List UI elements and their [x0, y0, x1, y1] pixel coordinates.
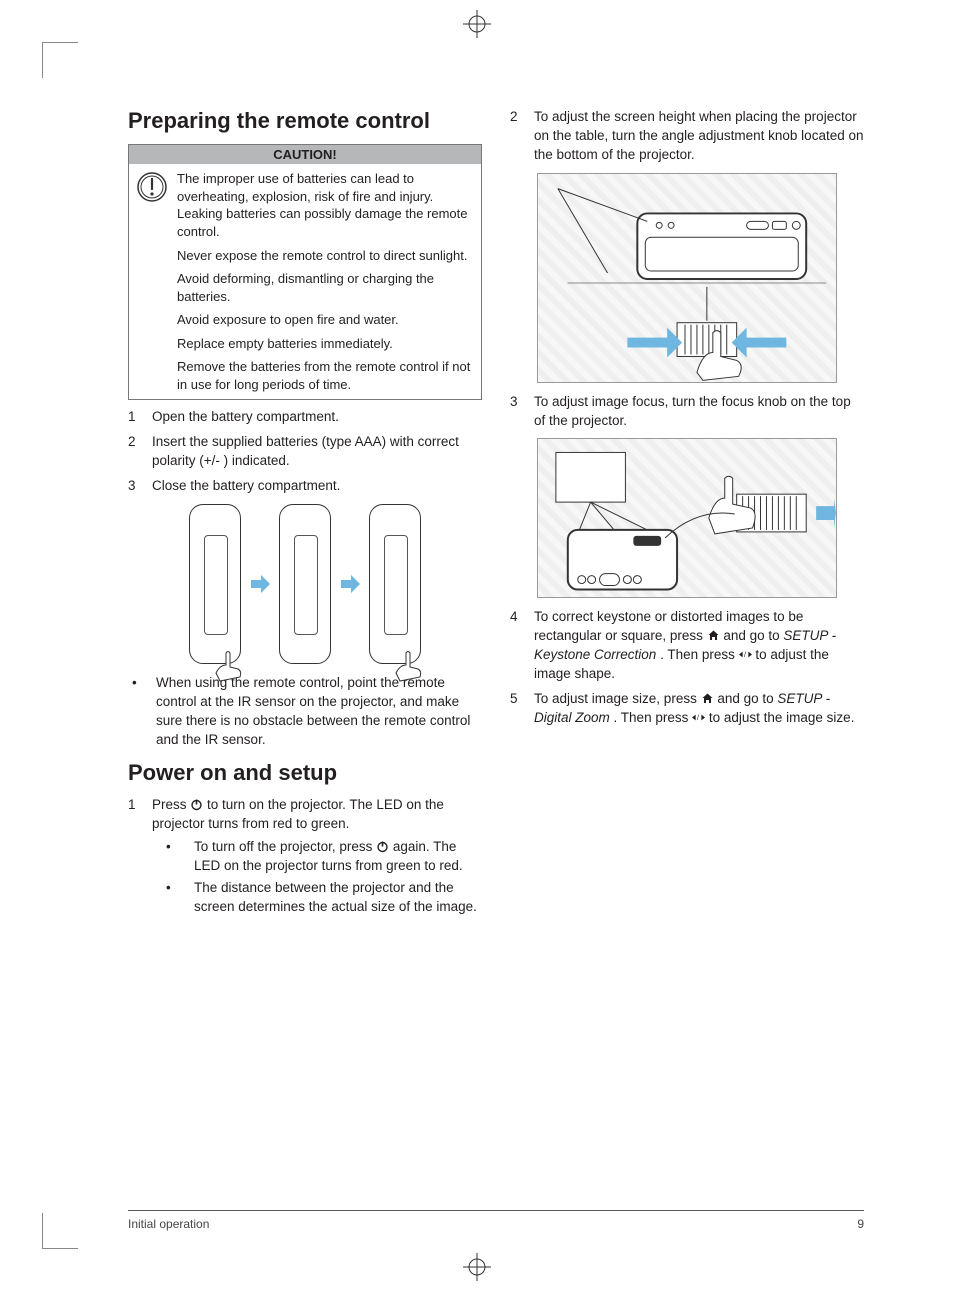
remote-outline — [279, 504, 331, 664]
note-text: When using the remote control, point the… — [156, 674, 482, 750]
figure-remote-batteries — [128, 504, 482, 664]
battery-step-2: Insert the supplied batteries (type AAA)… — [128, 433, 482, 471]
left-right-icon: / — [739, 648, 752, 661]
setup-step-3: To adjust image focus, turn the focus kn… — [510, 393, 864, 431]
step-text: To correct keystone or distorted images … — [534, 608, 864, 684]
s1a: To turn off the projector, press — [194, 839, 376, 854]
power-icon — [190, 798, 203, 811]
caution-p1: The improper use of batteries can lead t… — [177, 170, 473, 240]
t5c: . Then press — [614, 710, 693, 725]
t5b: and go to — [717, 691, 777, 706]
heading-power: Power on and setup — [128, 760, 482, 786]
setup-step-5: To adjust image size, press and go to SE… — [510, 690, 864, 728]
caution-p4: Avoid exposure to open fire and water. — [177, 311, 473, 329]
remote-outline — [189, 504, 241, 664]
page-footer: Initial operation 9 — [128, 1210, 864, 1231]
setup-step-4: To correct keystone or distorted images … — [510, 608, 864, 684]
remote-note-list: When using the remote control, point the… — [128, 674, 482, 750]
two-column-layout: Preparing the remote control CAUTION! Th… — [128, 108, 864, 927]
step-text: Close the battery compartment. — [152, 477, 482, 496]
right-column: To adjust the screen height when placing… — [510, 108, 864, 927]
figure-placeholder — [537, 438, 837, 598]
power-icon — [376, 840, 389, 853]
step-text: Open the battery compartment. — [152, 408, 482, 427]
step-text: Insert the supplied batteries (type AAA)… — [152, 433, 482, 471]
svg-text:/: / — [744, 650, 746, 659]
footer-section-label: Initial operation — [128, 1217, 209, 1231]
svg-text:/: / — [697, 713, 699, 722]
t4c: . Then press — [660, 647, 739, 662]
hand-icon — [390, 645, 428, 683]
footer-page-number: 9 — [857, 1217, 864, 1231]
caution-p5: Replace empty batteries immediately. — [177, 335, 473, 353]
s2: The distance between the projector and t… — [194, 879, 482, 917]
battery-slot — [384, 535, 408, 635]
arrow-right-icon — [249, 573, 271, 595]
caution-title: CAUTION! — [129, 145, 481, 164]
battery-steps: Open the battery compartment. Insert the… — [128, 408, 482, 496]
step-text: To adjust the screen height when placing… — [534, 108, 864, 165]
left-right-icon: / — [692, 711, 705, 724]
left-column: Preparing the remote control CAUTION! Th… — [128, 108, 482, 927]
figure-placeholder — [537, 173, 837, 383]
power-sub-2: The distance between the projector and t… — [152, 879, 482, 917]
caution-p2: Never expose the remote control to direc… — [177, 247, 473, 265]
figure-focus-knob — [510, 438, 864, 598]
power-sub-bullets: To turn off the projector, press again. … — [152, 838, 482, 918]
setup-steps-3: To adjust image focus, turn the focus kn… — [510, 393, 864, 431]
caution-p6: Remove the batteries from the remote con… — [177, 358, 473, 393]
step-text: Press to turn on the projector. The LED … — [152, 796, 482, 921]
step-text: To adjust image focus, turn the focus kn… — [534, 393, 864, 431]
figure-angle-knob — [510, 173, 864, 383]
setup-steps: To adjust the screen height when placing… — [510, 108, 864, 165]
t4b: and go to — [723, 628, 783, 643]
home-icon — [707, 629, 720, 642]
t5d: to adjust the image size. — [709, 710, 855, 725]
t5a: To adjust image size, press — [534, 691, 701, 706]
heading-remote: Preparing the remote control — [128, 108, 482, 134]
step-text: To adjust image size, press and go to SE… — [534, 690, 864, 728]
setup-steps-4-5: To correct keystone or distorted images … — [510, 608, 864, 727]
hand-icon — [210, 645, 248, 683]
remote-outline — [369, 504, 421, 664]
page-content: Preparing the remote control CAUTION! Th… — [0, 0, 954, 1291]
power-step-1: Press to turn on the projector. The LED … — [128, 796, 482, 921]
home-icon — [701, 692, 714, 705]
battery-slot — [294, 535, 318, 635]
battery-slot — [204, 535, 228, 635]
remote-note: When using the remote control, point the… — [128, 674, 482, 750]
arrow-right-icon — [339, 573, 361, 595]
power-steps: Press to turn on the projector. The LED … — [128, 796, 482, 921]
caution-box: CAUTION! The improper use of batteries c… — [128, 144, 482, 400]
battery-step-3: Close the battery compartment. — [128, 477, 482, 496]
t1a: Press — [152, 797, 190, 812]
setup-step-2: To adjust the screen height when placing… — [510, 108, 864, 165]
caution-p3: Avoid deforming, dismantling or charging… — [177, 270, 473, 305]
caution-icon — [135, 170, 169, 204]
caution-text: The improper use of batteries can lead t… — [177, 170, 473, 393]
battery-step-1: Open the battery compartment. — [128, 408, 482, 427]
power-sub-1: To turn off the projector, press again. … — [152, 838, 482, 876]
